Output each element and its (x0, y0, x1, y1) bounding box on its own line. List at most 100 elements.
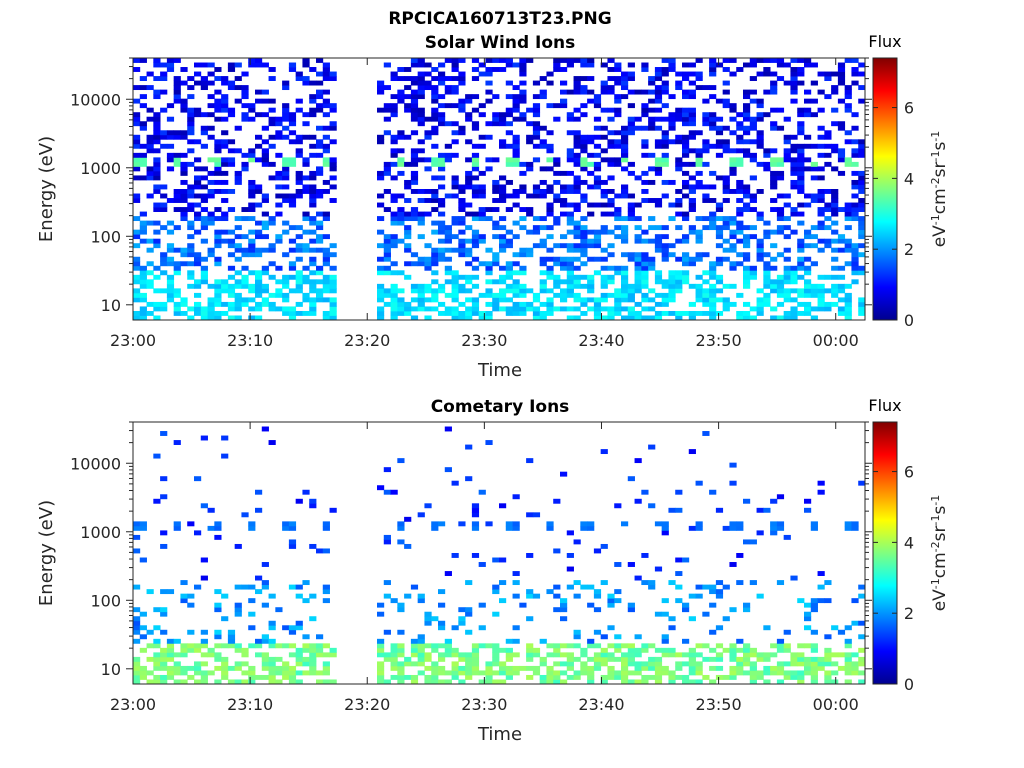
heatmap-cell (512, 220, 520, 226)
heatmap-cell (634, 575, 642, 581)
heatmap-cell (729, 647, 737, 653)
heatmap-cell (227, 629, 236, 635)
heatmap-cell (438, 602, 446, 608)
heatmap-cell (600, 157, 608, 163)
heatmap-cell (329, 652, 337, 658)
heatmap-cell (288, 116, 297, 122)
heatmap-cell (410, 216, 419, 222)
y-tick-label: 1000 (80, 523, 121, 542)
heatmap-cell (139, 625, 147, 631)
heatmap-cell (627, 193, 635, 199)
heatmap-cell (580, 161, 588, 167)
heatmap-cell (207, 134, 215, 140)
heatmap-cell (539, 179, 547, 185)
heatmap-cell (438, 80, 446, 86)
heatmap-cell (255, 189, 263, 194)
heatmap-cell (478, 234, 486, 240)
heatmap-cell (729, 261, 737, 267)
heatmap-cell (675, 134, 683, 140)
heatmap-cell (634, 270, 642, 276)
heatmap-cell (614, 292, 622, 298)
heatmap-cell (465, 211, 473, 217)
heatmap-cell (200, 265, 208, 271)
colorbar-tick-label: 6 (904, 463, 914, 482)
heatmap-cell (322, 157, 330, 163)
heatmap-cell (444, 638, 452, 644)
heatmap-cell (248, 189, 256, 194)
heatmap-cell (512, 261, 520, 267)
heatmap-cell (743, 125, 751, 131)
heatmap-cell (227, 238, 236, 244)
heatmap-cell (709, 198, 717, 203)
heatmap-cell (756, 670, 764, 676)
heatmap-cell (634, 315, 642, 321)
heatmap-cell (160, 62, 168, 68)
heatmap-cell (275, 211, 283, 217)
heatmap-cell (397, 270, 405, 276)
heatmap-cell (743, 607, 751, 613)
heatmap-cell (248, 184, 256, 190)
heatmap-cell (566, 306, 574, 312)
heatmap-cell (471, 229, 480, 235)
heatmap-cell (641, 125, 649, 131)
heatmap-cell (302, 211, 310, 217)
heatmap-cell (173, 440, 181, 445)
heatmap-cell (505, 179, 513, 185)
heatmap-cell (248, 674, 256, 680)
heatmap-cell (465, 94, 473, 100)
heatmap-cell (790, 656, 798, 662)
heatmap-cell (661, 310, 669, 316)
heatmap-cell (166, 166, 175, 172)
heatmap-cell (241, 252, 249, 258)
heatmap-cell (139, 125, 147, 131)
heatmap-cell (410, 148, 419, 154)
heatmap-cell (587, 256, 595, 262)
heatmap-cell (465, 202, 473, 208)
heatmap-cell (804, 498, 812, 504)
heatmap-cell (512, 310, 520, 316)
heatmap-cell (743, 256, 751, 262)
heatmap-cell (499, 193, 507, 199)
heatmap-cell (851, 670, 859, 676)
heatmap-cell (858, 584, 866, 590)
heatmap-cell (180, 665, 188, 671)
heatmap-cell (390, 76, 398, 81)
heatmap-cell (322, 71, 330, 77)
heatmap-cell (776, 161, 785, 167)
heatmap-cell (438, 679, 446, 685)
heatmap-cell (824, 202, 832, 208)
heatmap-cell (607, 67, 615, 72)
heatmap-cell (587, 62, 595, 68)
heatmap-cell (322, 521, 330, 527)
heatmap-cell (519, 94, 527, 100)
heatmap-cell (614, 647, 622, 653)
heatmap-cell (614, 157, 622, 163)
heatmap-cell (465, 225, 473, 231)
heatmap-cell (390, 112, 398, 118)
heatmap-cell (532, 647, 541, 653)
heatmap-cell (722, 148, 730, 154)
heatmap-cell (180, 643, 188, 649)
heatmap-cell (316, 94, 324, 100)
heatmap-cell (200, 643, 208, 649)
heatmap-cell (546, 265, 554, 271)
heatmap-cell (153, 157, 161, 163)
heatmap-cell (377, 229, 385, 235)
heatmap-cell (756, 116, 764, 122)
heatmap-cell (194, 679, 202, 685)
heatmap-cell (749, 670, 757, 676)
heatmap-cell (512, 193, 520, 199)
heatmap-cell (573, 283, 581, 289)
heatmap-cell (241, 283, 249, 289)
heatmap-cell (756, 306, 764, 312)
heatmap-cell (390, 643, 398, 649)
heatmap-cell (431, 292, 439, 298)
heatmap-cell (790, 166, 798, 172)
heatmap-cell (722, 306, 730, 312)
heatmap-cell (621, 225, 629, 231)
heatmap-cell (682, 270, 690, 276)
heatmap-cell (654, 125, 663, 131)
heatmap-cell (139, 152, 147, 158)
heatmap-cell (776, 661, 785, 667)
heatmap-cell (546, 679, 554, 685)
